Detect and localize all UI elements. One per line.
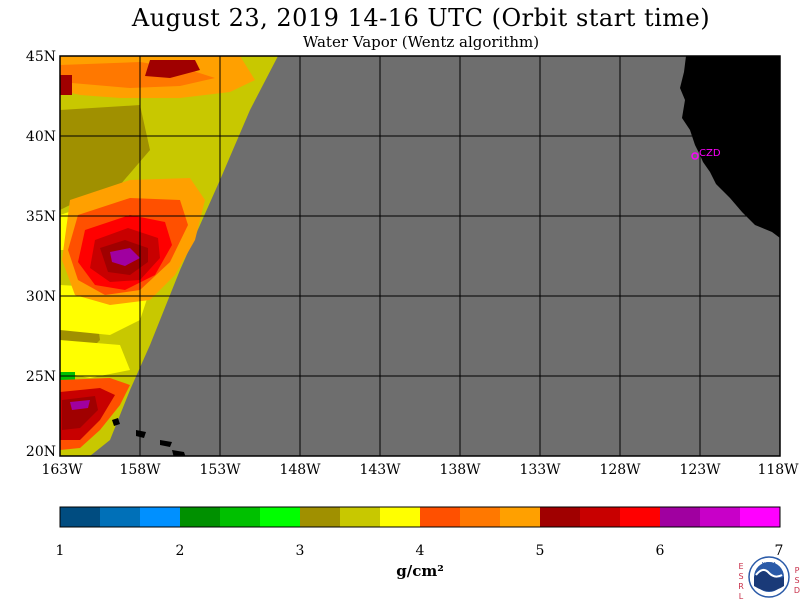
south-purple [70,400,90,410]
y-tick-40n: 40N [26,129,56,145]
x-tick-123w: 123W [679,462,721,478]
esrl-letter-l: L [738,592,744,601]
esrl-letter-s: S [738,572,744,581]
colorbar [60,507,781,527]
psd-letter-d: D [793,586,800,595]
swath-olive-north [60,105,150,210]
colorbar-label-6: 6 [655,543,665,559]
y-tick-45n: 45N [26,49,56,65]
island-hawaii [172,450,186,456]
colorbar-label-4: 4 [415,543,425,559]
colorbar-segment [540,507,581,527]
island-maui [160,440,172,447]
x-tick-118w: 118W [757,462,799,478]
hawaii-islands [112,418,186,456]
x-tick-148w: 148W [279,462,321,478]
colorbar-segment [580,507,621,527]
colorbar-segment [220,507,261,527]
colorbar-segment [340,507,381,527]
swath-red-northwest [60,75,72,95]
colorbar-label-1: 1 [55,543,65,559]
svg-text:NOAA: NOAA [762,562,777,568]
x-tick-138w: 138W [439,462,481,478]
colorbar-units: g/cm² [396,562,444,580]
station-marker: CZD [691,148,721,160]
colorbar-segment [740,507,781,527]
colorbar-segment [700,507,741,527]
colorbar-label-7: 7 [774,543,784,559]
colorbar-label-3: 3 [295,543,305,559]
colorbar-segment [380,507,421,527]
y-tick-labels: 45N 40N 35N 30N 25N 20N [26,49,56,460]
colorbar-segment [500,507,541,527]
colorbar-segment [140,507,181,527]
map-frame [59,55,781,457]
y-tick-20n: 20N [26,444,56,460]
colorbar-segment [260,507,301,527]
california-coast [680,56,780,238]
psd-letter-s: S [794,576,800,585]
colorbar-frame [59,506,781,528]
x-tick-158w: 158W [119,462,161,478]
colorbar-segment [300,507,341,527]
noaa-logo-icon: NOAA [748,556,790,598]
colorbar-label-5: 5 [535,543,545,559]
y-tick-35n: 35N [26,209,56,225]
colorbar-segment [460,507,501,527]
x-tick-153w: 153W [199,462,241,478]
esrl-letters: E S R L [737,562,745,602]
esrl-letter-e: E [738,562,744,571]
map-subtitle: Water Vapor (Wentz algorithm) [302,33,540,51]
psd-letters: P S D [793,566,800,596]
map-title: August 23, 2019 14-16 UTC (Orbit start t… [131,4,711,32]
graticule [60,56,780,456]
colorbar-segment [620,507,661,527]
x-tick-128w: 128W [599,462,641,478]
colorbar-segment [180,507,221,527]
colorbar-segment [660,507,701,527]
colorbar-segment [100,507,141,527]
map-area [60,56,780,456]
station-dot [691,152,699,160]
esrl-letter-r: R [738,582,744,591]
blob-purple [110,248,140,266]
x-tick-143w: 143W [359,462,401,478]
x-tick-163w: 163W [41,462,83,478]
colorbar-label-2: 2 [175,543,185,559]
colorbar-segment [60,507,101,527]
colorbar-segment [420,507,461,527]
x-tick-133w: 133W [519,462,561,478]
station-label: CZD [699,148,721,159]
y-tick-30n: 30N [26,289,56,305]
x-tick-labels: 163W 158W 153W 148W 143W 138W 133W 128W … [41,462,799,478]
island-oahu [136,430,146,438]
island-kauai [112,418,120,426]
swath-yellow-3 [60,340,130,378]
psd-letter-p: P [794,566,800,575]
swath-red-north [145,60,200,78]
y-tick-25n: 25N [26,369,56,385]
